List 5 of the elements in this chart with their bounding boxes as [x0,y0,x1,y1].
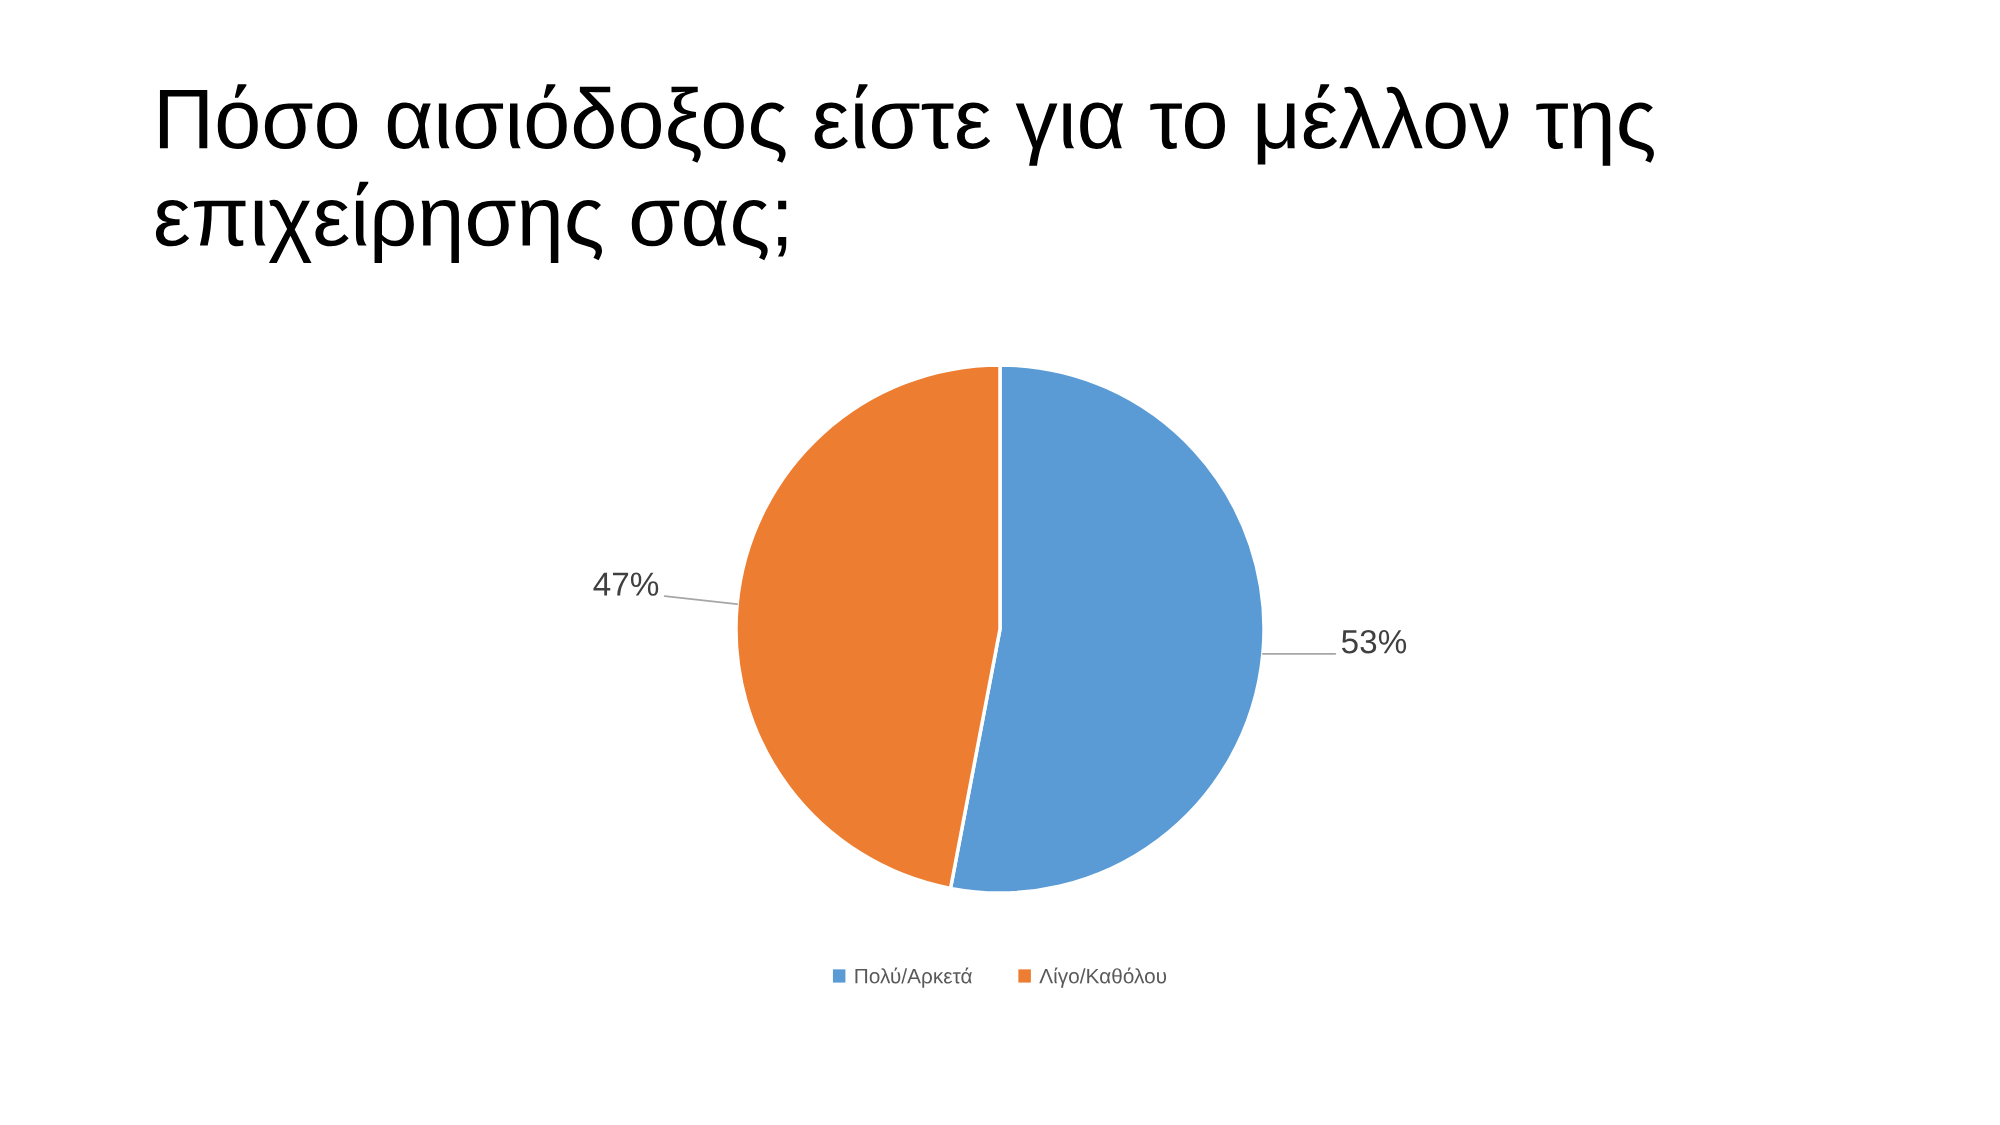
data-label: 47% [593,572,659,596]
legend-label: Πολύ/Αρκετά [855,967,972,988]
data-label: 53% [1341,629,1407,654]
chart-title: Πόσο αισιόδοξος είστε για το μέλλον της επιχείρησης σας; [155,84,1654,264]
legend-label: Λίγο/Καθόλου [1039,967,1167,988]
